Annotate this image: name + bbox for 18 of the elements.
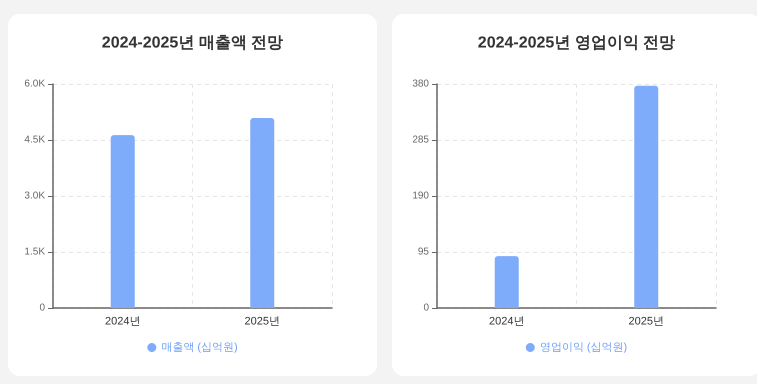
x-tick-label: 2025년 <box>628 316 664 328</box>
y-tick-label: 3.0K <box>24 190 46 202</box>
x-tick-label: 2025년 <box>244 316 280 328</box>
chart-title: 2024-2025년 영업이익 전망 <box>478 34 676 52</box>
y-tick-label: 4.5K <box>24 134 46 146</box>
y-tick-label: 0 <box>39 302 46 314</box>
legend-label: 영업이익 (십억원) <box>540 342 628 354</box>
y-tick-label: 190 <box>412 190 430 202</box>
y-tick-label: 380 <box>412 78 430 90</box>
y-tick-label: 95 <box>418 246 430 258</box>
y-tick-label: 285 <box>412 134 430 146</box>
chart-title: 2024-2025년 매출액 전망 <box>102 34 284 52</box>
legend-label: 매출액 (십억원) <box>161 342 238 354</box>
x-tick-label: 2024년 <box>105 316 140 328</box>
x-tick-label: 2024년 <box>489 316 524 328</box>
y-tick-label: 6.0K <box>24 78 46 90</box>
y-tick-label: 1.5K <box>24 246 46 258</box>
y-tick-label: 0 <box>423 302 430 314</box>
